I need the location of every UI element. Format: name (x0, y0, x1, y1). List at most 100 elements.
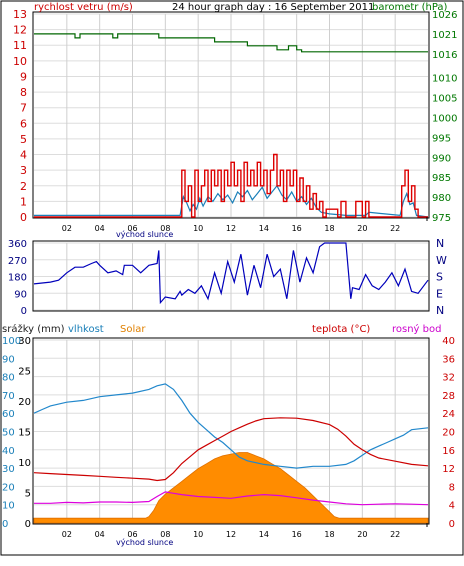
sunrise-label-top: východ slunce (116, 230, 173, 239)
humidity-tick-label: 100 (2, 336, 21, 347)
x-tick-label: 04 (95, 530, 105, 539)
rain-tick-label: 0 (25, 519, 31, 530)
solar-axis-label: Solar (120, 324, 146, 335)
humidity-tick-label: 20 (2, 482, 15, 493)
chart-title: 24 hour graph day : 16 September 2011 (172, 2, 374, 13)
wind-tick-label: 10 (13, 55, 27, 68)
wind-tick-label: 8 (20, 86, 27, 99)
temperature-tick-label: 16 (442, 446, 455, 457)
wind-tick-label: 4 (20, 149, 27, 162)
pressure-tick-label: 990 (432, 153, 451, 164)
direction-tick-label: 360 (8, 239, 27, 250)
x-tick-label: 14 (259, 224, 269, 233)
wind-gust-series (34, 153, 428, 218)
temperature-tick-label: 0 (449, 519, 455, 530)
temperature-panel-series (33, 383, 429, 524)
x-tick-label: 10 (193, 530, 203, 539)
direction-panel-series (33, 242, 429, 305)
wind-tick-label: 7 (20, 102, 27, 115)
temperature-tick-label: 40 (442, 336, 455, 347)
x-tick-label: 06 (127, 224, 137, 233)
wind-tick-label: 11 (13, 39, 27, 52)
pressure-tick-label: 1026 (432, 10, 457, 21)
temperature-tick-label: 12 (442, 464, 455, 475)
humidity-tick-label: 30 (2, 464, 15, 475)
x-tick-label: 16 (292, 224, 302, 233)
wind-tick-label: 6 (20, 117, 27, 130)
wind-tick-label: 0 (20, 211, 27, 224)
x-tick-label: 20 (357, 530, 367, 539)
dewpoint-series (34, 491, 429, 506)
rain-tick-label: 5 (25, 489, 31, 500)
x-tick-label: 16 (292, 530, 302, 539)
humidity-series (33, 383, 429, 469)
compass-label: N (436, 304, 444, 317)
x-tick-label: 20 (357, 224, 367, 233)
x-tick-label: 08 (160, 224, 170, 233)
x-tick-label: 18 (324, 224, 334, 233)
wind-axis-label: rychlost vetru (m/s) (34, 2, 133, 13)
compass-label: E (436, 287, 443, 300)
humidity-tick-label: 70 (2, 391, 15, 402)
humidity-axis-label: vlhkost (68, 324, 104, 335)
x-tick-label: 04 (95, 224, 105, 233)
dewpoint-axis-label: rosný bod (392, 323, 441, 335)
pressure-tick-label: 1005 (432, 94, 457, 105)
wind-tick-label: 2 (20, 180, 27, 193)
rain-tick-label: 10 (18, 458, 31, 469)
humidity-tick-label: 40 (2, 446, 15, 457)
temperature-axis-label: teplota (°C) (312, 324, 370, 335)
rain-tick-label: 30 (18, 336, 31, 347)
wind-tick-label: 9 (20, 70, 27, 83)
temperature-tick-label: 20 (442, 428, 455, 439)
x-tick-label: 10 (193, 224, 203, 233)
sunrise-label-bottom: východ slunce (116, 538, 173, 547)
x-tick-label: 02 (62, 530, 72, 539)
wind-direction-series (33, 242, 429, 305)
rain-axis-label: srážky (mm) (2, 323, 65, 335)
wind-tick-label: 13 (13, 8, 27, 21)
pressure-series (34, 33, 428, 53)
x-tick-label: 22 (390, 530, 400, 539)
rain-tick-label: 15 (18, 428, 31, 439)
wind-tick-label: 1 (20, 195, 27, 208)
pressure-axis-label: barometr (hPa) (372, 2, 448, 13)
direction-tick-label: 90 (14, 289, 27, 300)
humidity-tick-label: 50 (2, 428, 15, 439)
humidity-tick-label: 80 (2, 373, 15, 384)
direction-tick-label: 270 (8, 256, 27, 267)
temperature-tick-label: 24 (442, 409, 455, 420)
temperature-tick-label: 4 (449, 501, 455, 512)
pressure-tick-label: 1000 (432, 113, 457, 124)
pressure-tick-label: 1021 (432, 30, 457, 41)
wind-panel-series (34, 33, 429, 218)
pressure-tick-label: 1010 (432, 74, 457, 85)
pressure-tick-label: 995 (432, 133, 451, 144)
compass-label: N (436, 237, 444, 250)
wind-tick-label: 12 (13, 24, 27, 37)
humidity-tick-label: 0 (2, 519, 8, 530)
direction-tick-label: 180 (8, 273, 27, 284)
x-tick-label: 02 (62, 224, 72, 233)
rain-tick-label: 25 (18, 367, 31, 378)
x-tick-label: 14 (259, 530, 269, 539)
compass-label: W (436, 254, 447, 267)
x-tick-label: 12 (226, 530, 236, 539)
humidity-tick-label: 90 (2, 354, 15, 365)
pressure-tick-label: 985 (432, 173, 451, 184)
solar-area (33, 452, 429, 524)
x-tick-label: 18 (324, 530, 334, 539)
pressure-tick-label: 975 (432, 213, 451, 224)
temperature-series (33, 417, 429, 482)
wind-tick-label: 3 (20, 164, 27, 177)
pressure-tick-label: 1016 (432, 50, 457, 61)
pressure-tick-label: 980 (432, 193, 451, 204)
temperature-tick-label: 8 (449, 482, 455, 493)
rain-tick-label: 20 (18, 397, 31, 408)
x-tick-label: 06 (127, 530, 137, 539)
direction-panel-grid (34, 242, 428, 311)
